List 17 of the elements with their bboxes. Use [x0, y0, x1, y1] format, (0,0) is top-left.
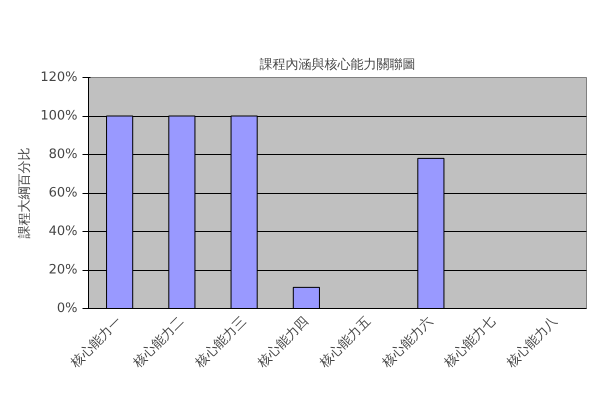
x-tick-label: 核心能力六 [378, 313, 436, 372]
y-tick-label: 40% [48, 224, 78, 239]
x-tick-label: 核心能力三 [191, 313, 250, 372]
y-tick-label: 60% [48, 186, 78, 200]
y-tick-label: 80% [48, 147, 78, 162]
chart-title: 課程內涵與核心能力關聯圖 [260, 56, 416, 72]
x-tick-label: 核心能力二 [129, 313, 188, 372]
x-tick-label: 核心能力五 [316, 313, 374, 372]
x-tick-label: 核心能力七 [440, 313, 498, 372]
y-tick-label: 100% [40, 108, 78, 124]
y-axis-title: 課程大綱百分比 [17, 148, 32, 238]
y-tick-label: 120% [40, 70, 78, 85]
y-tick-label: 0% [56, 301, 78, 316]
y-tick-label: 20% [48, 262, 78, 278]
x-tick-label: 核心能力一 [66, 313, 125, 372]
x-tick-label: 核心能力四 [254, 313, 312, 372]
x-tick-label: 核心能力八 [502, 313, 561, 372]
